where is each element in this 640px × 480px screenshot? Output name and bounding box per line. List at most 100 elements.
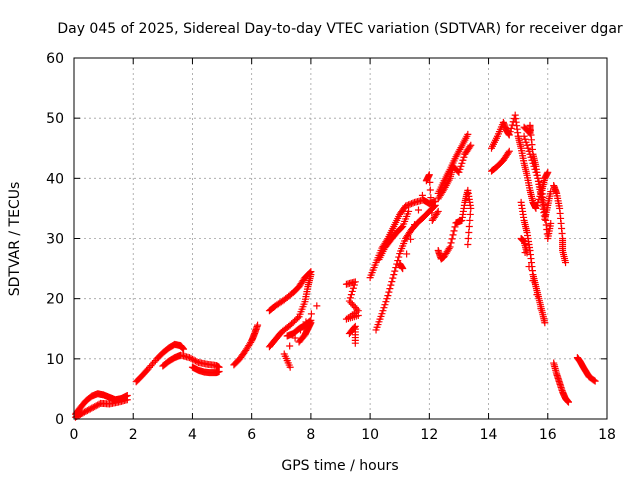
data-point [148, 360, 156, 368]
data-point [525, 263, 533, 271]
data-point [86, 405, 94, 413]
data-point [385, 288, 393, 296]
data-point [529, 277, 537, 285]
x-tick-label: 0 [70, 427, 79, 443]
data-point [82, 407, 90, 415]
series-s4 [159, 351, 223, 371]
data-point [544, 168, 552, 176]
data-point [521, 135, 529, 143]
data-point [144, 365, 152, 373]
data-point [445, 245, 453, 253]
data-point [522, 138, 530, 146]
x-tick-label: 16 [539, 427, 557, 443]
series-s11 [280, 302, 359, 371]
data-point [426, 186, 434, 194]
y-tick-label: 40 [46, 171, 64, 187]
x-tick-label: 2 [129, 427, 138, 443]
y-tick-label: 60 [46, 51, 64, 67]
data-point [150, 358, 158, 366]
data-point [389, 274, 397, 282]
data-point [565, 398, 573, 406]
data-point [418, 191, 426, 199]
data-point [523, 249, 531, 257]
data-point [384, 292, 392, 300]
series-s16 [396, 171, 442, 273]
data-point [459, 156, 467, 164]
series-s8 [265, 268, 315, 315]
y-tick-label: 10 [46, 352, 64, 368]
data-point [406, 200, 414, 208]
data-point [351, 303, 359, 311]
data-point [92, 402, 100, 410]
data-point [405, 201, 413, 209]
data-point [345, 297, 353, 305]
data-point [88, 404, 96, 412]
data-point [537, 305, 545, 313]
data-point [85, 406, 93, 414]
data-point [523, 141, 531, 149]
data-point [382, 298, 390, 306]
data-point [425, 171, 433, 179]
data-point [95, 400, 103, 408]
series-s9 [283, 316, 315, 340]
data-point [381, 301, 389, 309]
data-point [450, 227, 458, 235]
data-point [89, 403, 97, 411]
y-tick-label: 30 [46, 232, 64, 248]
data-point [297, 326, 305, 334]
data-point [407, 235, 415, 243]
series-s3 [132, 340, 188, 386]
series-s10 [295, 319, 315, 346]
data-point [390, 271, 398, 279]
data-point [465, 222, 473, 230]
data-point [505, 147, 513, 155]
x-tick-label: 10 [361, 427, 379, 443]
x-tick-label: 12 [420, 427, 438, 443]
data-point [562, 259, 570, 267]
y-tick-label: 0 [55, 412, 64, 428]
series-s27 [573, 354, 599, 385]
data-point [123, 396, 131, 404]
data-point [307, 310, 315, 318]
data-point [383, 295, 391, 303]
data-point [448, 235, 456, 243]
data-point [392, 264, 400, 272]
data-point [455, 168, 463, 176]
data-point [446, 243, 454, 251]
x-tick-label: 4 [188, 427, 197, 443]
data-point [409, 199, 417, 207]
data-point [188, 355, 196, 363]
data-point [388, 278, 396, 286]
data-point [541, 319, 549, 327]
series-s25 [550, 182, 570, 267]
data-point [191, 357, 199, 365]
chart-title: Day 045 of 2025, Sidereal Day-to-day VTE… [57, 21, 623, 37]
axis-ticks: 0 2 4 6 8 10 12 14 16 18 0 10 20 30 40 50 60 [46, 51, 616, 443]
data-point [350, 281, 358, 289]
data-point [433, 209, 441, 217]
data-point [294, 314, 302, 322]
data-point [347, 291, 355, 299]
data-point [505, 131, 513, 139]
data-point [306, 269, 314, 277]
data-point [379, 307, 387, 315]
data-point [466, 216, 474, 224]
data-point [313, 302, 321, 310]
data-point [466, 210, 474, 218]
data-point [307, 319, 315, 327]
x-tick-label: 8 [306, 427, 315, 443]
data-point [520, 132, 528, 140]
data-point [465, 228, 473, 236]
plot-frame [73, 57, 608, 420]
data-point [387, 281, 395, 289]
data-point [434, 207, 442, 215]
series-s12 [342, 278, 362, 323]
y-tick-label: 50 [46, 111, 64, 127]
data-point [307, 268, 315, 276]
data-point [391, 267, 399, 275]
data-point [451, 223, 459, 231]
data-point [456, 165, 464, 173]
data-point [414, 206, 422, 214]
x-axis-label: GPS time / hours [281, 458, 398, 474]
